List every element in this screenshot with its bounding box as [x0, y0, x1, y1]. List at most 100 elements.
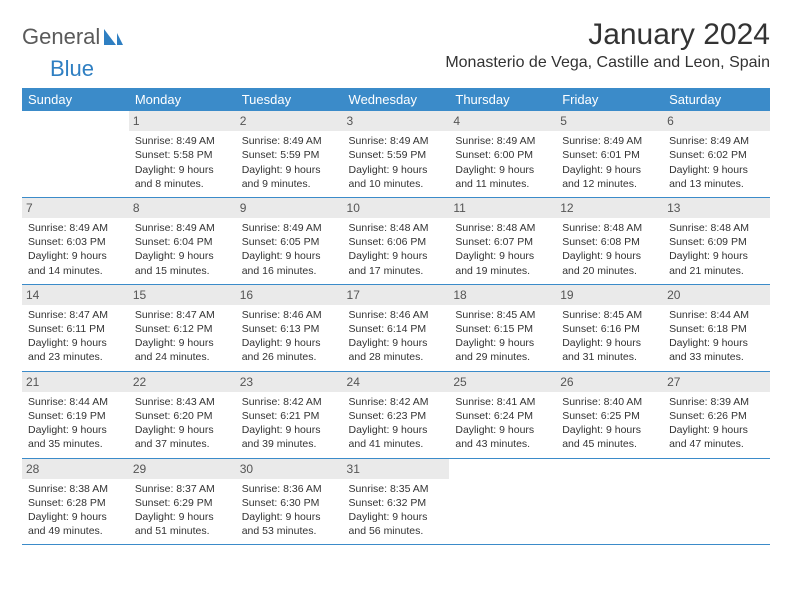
day-details: Sunrise: 8:49 AMSunset: 5:59 PMDaylight:… [240, 134, 339, 191]
calendar-head: SundayMondayTuesdayWednesdayThursdayFrid… [22, 88, 770, 111]
day-details: Sunrise: 8:48 AMSunset: 6:06 PMDaylight:… [347, 221, 446, 278]
day-details: Sunrise: 8:44 AMSunset: 6:18 PMDaylight:… [667, 308, 766, 365]
day-details: Sunrise: 8:48 AMSunset: 6:09 PMDaylight:… [667, 221, 766, 278]
calendar-cell: 2 Sunrise: 8:49 AMSunset: 5:59 PMDaylight… [236, 111, 343, 197]
day-details: Sunrise: 8:36 AMSunset: 6:30 PMDaylight:… [240, 482, 339, 539]
calendar-cell: 21 Sunrise: 8:44 AMSunset: 6:19 PMDayligh… [22, 371, 129, 458]
day-details: Sunrise: 8:49 AMSunset: 6:04 PMDaylight:… [133, 221, 232, 278]
day-number: 21 [22, 372, 129, 392]
day-number: 3 [343, 111, 450, 131]
calendar-cell: 28Sunrise: 8:38 AMSunset: 6:28 PMDayligh… [22, 458, 129, 545]
calendar-cell: 11Sunrise: 8:48 AMSunset: 6:07 PMDayligh… [449, 197, 556, 284]
day-details: Sunrise: 8:49 AMSunset: 6:05 PMDaylight:… [240, 221, 339, 278]
day-number: 28 [22, 459, 129, 479]
calendar-cell: . [556, 458, 663, 545]
day-number: 9 [236, 198, 343, 218]
weekday-header: Wednesday [343, 88, 450, 111]
day-number: 2 [236, 111, 343, 131]
day-details: Sunrise: 8:42 AMSunset: 6:21 PMDaylight:… [240, 395, 339, 452]
calendar-body: .1Sunrise: 8:49 AMSunset: 5:58 PMDayligh… [22, 111, 770, 545]
day-details: Sunrise: 8:49 AMSunset: 6:03 PMDaylight:… [26, 221, 125, 278]
calendar-cell: 4Sunrise: 8:49 AMSunset: 6:00 PMDaylight… [449, 111, 556, 197]
day-number: 1 [129, 111, 236, 131]
calendar-cell: 8 Sunrise: 8:49 AMSunset: 6:04 PMDaylight… [129, 197, 236, 284]
day-number: 20 [663, 285, 770, 305]
day-number: 17 [343, 285, 450, 305]
weekday-header: Sunday [22, 88, 129, 111]
day-number: 5 [556, 111, 663, 131]
day-details: Sunrise: 8:42 AMSunset: 6:23 PMDaylight:… [347, 395, 446, 452]
day-details: Sunrise: 8:49 AMSunset: 6:01 PMDaylight:… [560, 134, 659, 191]
calendar-cell: . [449, 458, 556, 545]
location: Monasterio de Vega, Castille and Leon, S… [445, 54, 770, 72]
weekday-header: Tuesday [236, 88, 343, 111]
day-details: Sunrise: 8:40 AMSunset: 6:25 PMDaylight:… [560, 395, 659, 452]
day-details: Sunrise: 8:39 AMSunset: 6:26 PMDaylight:… [667, 395, 766, 452]
day-number: 7 [22, 198, 129, 218]
calendar-cell: . [22, 111, 129, 197]
day-details: Sunrise: 8:47 AMSunset: 6:12 PMDaylight:… [133, 308, 232, 365]
day-details: Sunrise: 8:45 AMSunset: 6:15 PMDaylight:… [453, 308, 552, 365]
day-number: 24 [343, 372, 450, 392]
title-block: January 2024 Monasterio de Vega, Castill… [445, 18, 770, 72]
calendar-cell: 31 Sunrise: 8:35 AMSunset: 6:32 PMDayligh… [343, 458, 450, 545]
calendar-cell: 24 Sunrise: 8:42 AMSunset: 6:23 PMDayligh… [343, 371, 450, 458]
calendar-cell: 22 Sunrise: 8:43 AMSunset: 6:20 PMDayligh… [129, 371, 236, 458]
day-details: Sunrise: 8:48 AMSunset: 6:08 PMDaylight:… [560, 221, 659, 278]
calendar-table: SundayMondayTuesdayWednesdayThursdayFrid… [22, 88, 770, 545]
day-number: 22 [129, 372, 236, 392]
calendar-cell: 7 Sunrise: 8:49 AMSunset: 6:03 PMDaylight… [22, 197, 129, 284]
day-details: Sunrise: 8:46 AMSunset: 6:13 PMDaylight:… [240, 308, 339, 365]
calendar-cell: 15Sunrise: 8:47 AMSunset: 6:12 PMDayligh… [129, 284, 236, 371]
day-number: 14 [22, 285, 129, 305]
calendar-cell: 1 Sunrise: 8:49 AMSunset: 5:58 PMDaylight… [129, 111, 236, 197]
day-details: Sunrise: 8:46 AMSunset: 6:14 PMDaylight:… [347, 308, 446, 365]
weekday-header: Monday [129, 88, 236, 111]
weekday-header: Friday [556, 88, 663, 111]
calendar-cell: 18 Sunrise: 8:45 AMSunset: 6:15 PMDayligh… [449, 284, 556, 371]
day-number: 18 [449, 285, 556, 305]
calendar-cell: . [663, 458, 770, 545]
day-number: 19 [556, 285, 663, 305]
calendar-cell: 16Sunrise: 8:46 AMSunset: 6:13 PMDayligh… [236, 284, 343, 371]
day-details: Sunrise: 8:35 AMSunset: 6:32 PMDaylight:… [347, 482, 446, 539]
day-number: 23 [236, 372, 343, 392]
calendar-cell: 10 Sunrise: 8:48 AMSunset: 6:06 PMDayligh… [343, 197, 450, 284]
month-title: January 2024 [445, 18, 770, 52]
day-details: Sunrise: 8:45 AMSunset: 6:16 PMDaylight:… [560, 308, 659, 365]
calendar-cell: 12 Sunrise: 8:48 AMSunset: 6:08 PMDayligh… [556, 197, 663, 284]
day-number: 10 [343, 198, 450, 218]
calendar-cell: 9 Sunrise: 8:49 AMSunset: 6:05 PMDaylight… [236, 197, 343, 284]
day-number: 12 [556, 198, 663, 218]
day-details: Sunrise: 8:41 AMSunset: 6:24 PMDaylight:… [453, 395, 552, 452]
day-number: 31 [343, 459, 450, 479]
day-details: Sunrise: 8:44 AMSunset: 6:19 PMDaylight:… [26, 395, 125, 452]
day-number: 11 [449, 198, 556, 218]
logo-text-1: General [22, 24, 100, 50]
day-number: 4 [449, 111, 556, 131]
calendar-cell: 3 Sunrise: 8:49 AMSunset: 5:59 PMDaylight… [343, 111, 450, 197]
day-number: 25 [449, 372, 556, 392]
calendar-cell: 6Sunrise: 8:49 AMSunset: 6:02 PMDaylight… [663, 111, 770, 197]
calendar-cell: 27Sunrise: 8:39 AMSunset: 6:26 PMDayligh… [663, 371, 770, 458]
calendar-cell: 20 Sunrise: 8:44 AMSunset: 6:18 PMDayligh… [663, 284, 770, 371]
day-number: 26 [556, 372, 663, 392]
weekday-header: Saturday [663, 88, 770, 111]
calendar-cell: 19 Sunrise: 8:45 AMSunset: 6:16 PMDayligh… [556, 284, 663, 371]
calendar-cell: 30Sunrise: 8:36 AMSunset: 6:30 PMDayligh… [236, 458, 343, 545]
calendar-cell: 29 Sunrise: 8:37 AMSunset: 6:29 PMDayligh… [129, 458, 236, 545]
day-details: Sunrise: 8:49 AMSunset: 5:59 PMDaylight:… [347, 134, 446, 191]
day-number: 6 [663, 111, 770, 131]
weekday-header: Thursday [449, 88, 556, 111]
logo: General [22, 18, 124, 50]
day-number: 8 [129, 198, 236, 218]
calendar-cell: 5 Sunrise: 8:49 AMSunset: 6:01 PMDaylight… [556, 111, 663, 197]
day-details: Sunrise: 8:49 AMSunset: 5:58 PMDaylight:… [133, 134, 232, 191]
day-details: Sunrise: 8:37 AMSunset: 6:29 PMDaylight:… [133, 482, 232, 539]
calendar-cell: 13Sunrise: 8:48 AMSunset: 6:09 PMDayligh… [663, 197, 770, 284]
sail-icon [102, 27, 124, 47]
calendar-cell: 23 Sunrise: 8:42 AMSunset: 6:21 PMDayligh… [236, 371, 343, 458]
day-details: Sunrise: 8:43 AMSunset: 6:20 PMDaylight:… [133, 395, 232, 452]
day-number: 29 [129, 459, 236, 479]
calendar-cell: 14Sunrise: 8:47 AMSunset: 6:11 PMDayligh… [22, 284, 129, 371]
